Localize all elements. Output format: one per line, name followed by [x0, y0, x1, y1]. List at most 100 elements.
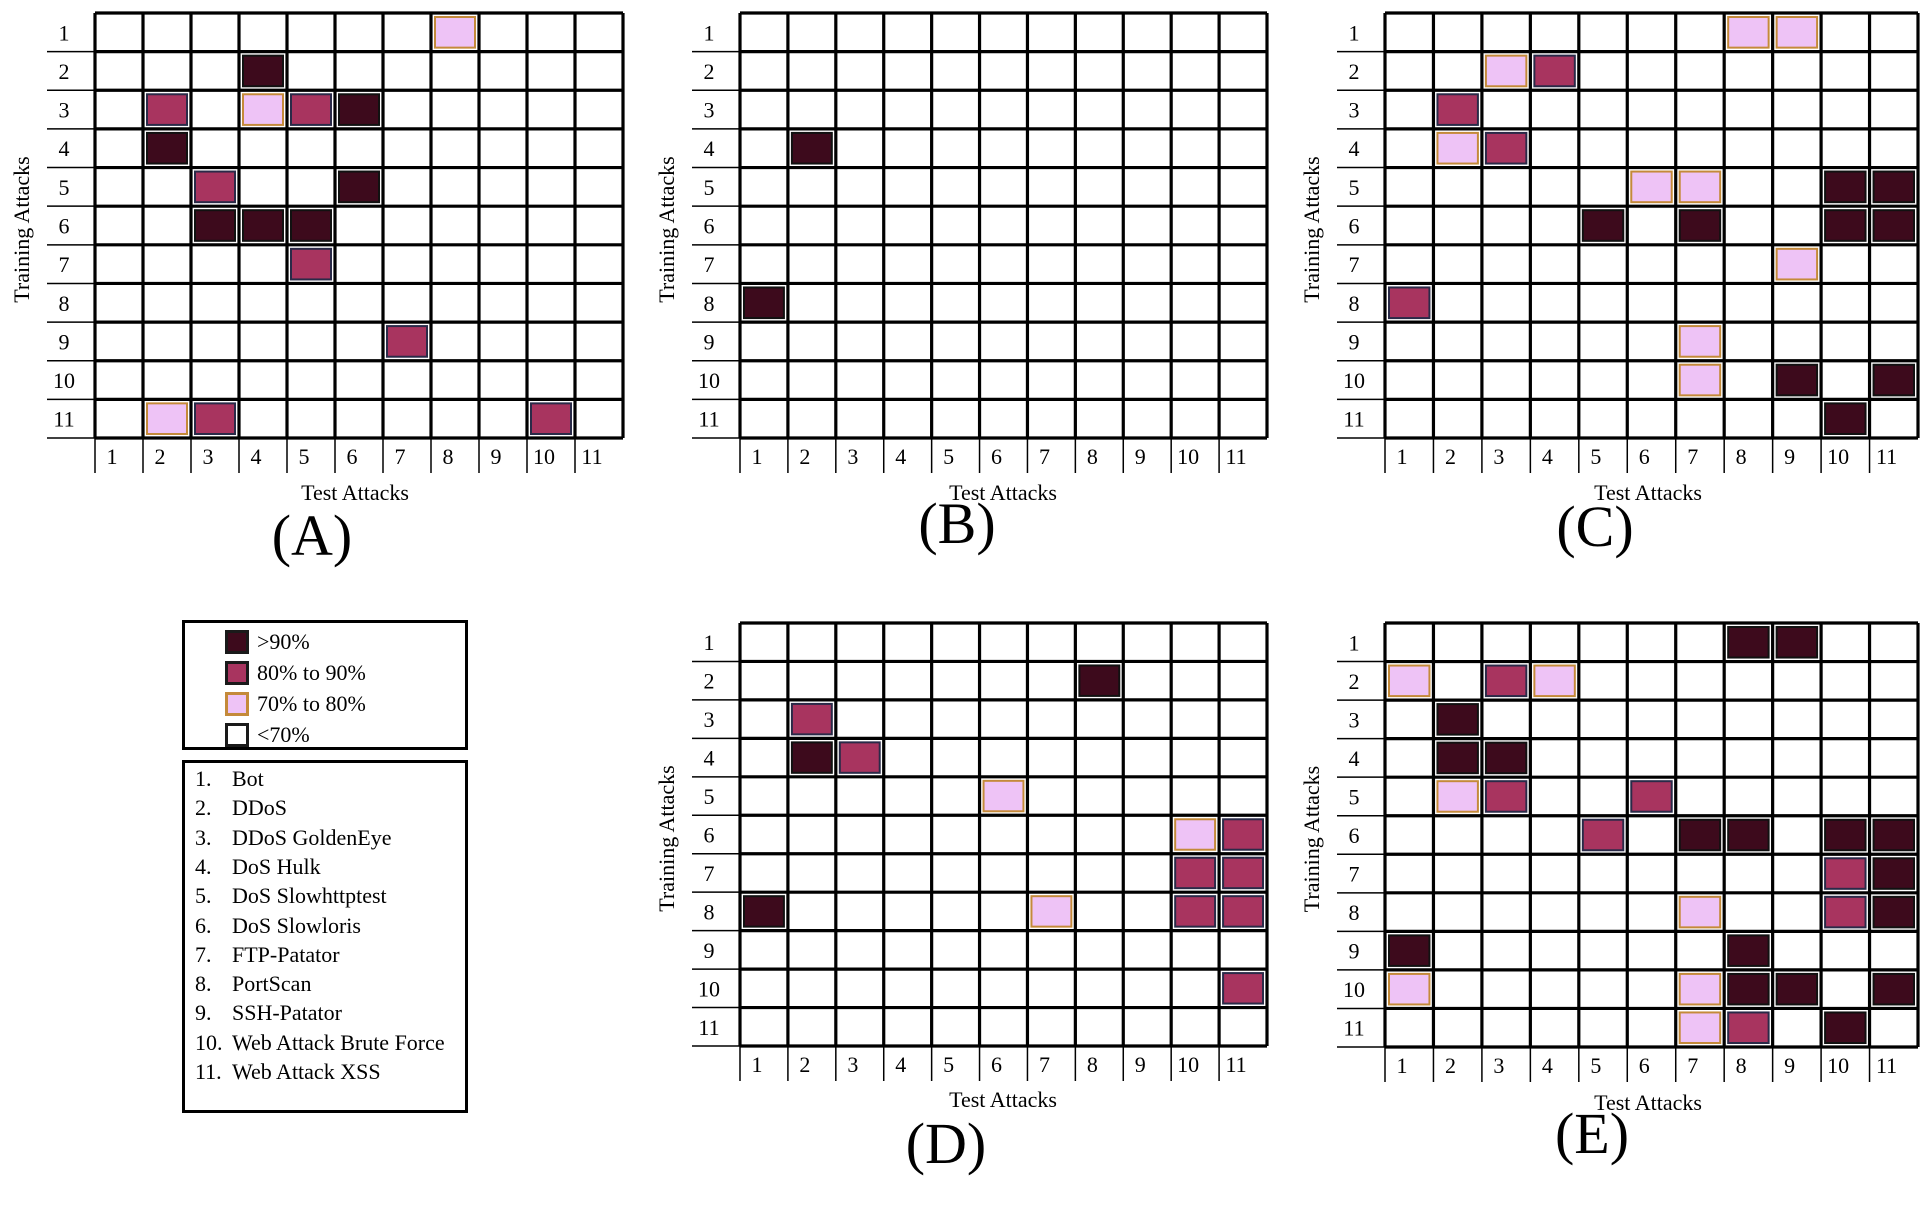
- x-tick-label: 1: [1397, 1053, 1408, 1078]
- heatmap-cell: [146, 131, 188, 165]
- heatmap-cell: [1872, 857, 1915, 890]
- attack-name: SSH-Patator: [232, 1000, 342, 1026]
- x-tick-label: 10: [1177, 1052, 1199, 1077]
- x-tick-label: 11: [1876, 444, 1897, 469]
- y-tick-label: 6: [704, 214, 715, 239]
- heatmap-cell: [1775, 972, 1819, 1006]
- heatmap-cell: [1872, 818, 1915, 852]
- y-tick-label: 11: [698, 407, 719, 432]
- heatmap-cell: [1174, 895, 1217, 928]
- x-tick-label: 6: [991, 444, 1002, 469]
- x-tick-label: 2: [155, 444, 166, 469]
- heatmap-cell: [1824, 170, 1867, 204]
- y-tick-label: 8: [59, 291, 70, 316]
- attack-number: 3.: [195, 824, 212, 850]
- attack-number: 10.: [195, 1029, 223, 1055]
- heatmap-cell: [1872, 363, 1915, 397]
- attack-number: 5.: [195, 883, 212, 909]
- heatmap-cell: [1872, 170, 1915, 204]
- attack-number: 11.: [195, 1059, 222, 1084]
- panel-label: (B): [918, 491, 995, 556]
- x-tick-label: 4: [251, 444, 262, 469]
- heatmap-cell: [1775, 247, 1819, 281]
- x-tick-label: 11: [581, 444, 602, 469]
- heatmap-cell: [1436, 703, 1479, 736]
- x-tick-label: 1: [752, 1052, 763, 1077]
- x-tick-label: 7: [395, 444, 406, 469]
- heatmap-cell: [1727, 934, 1770, 967]
- x-tick-label: 3: [847, 1052, 858, 1077]
- x-tick-label: 10: [1827, 1053, 1849, 1078]
- heatmap-cell: [1775, 626, 1819, 659]
- attack-name-item: 6. DoS Slowloris: [195, 913, 361, 939]
- heatmap-cell: [1484, 131, 1528, 165]
- heatmap-cell: [1174, 856, 1217, 890]
- heatmap-cell: [1222, 856, 1265, 890]
- x-tick-label: 11: [1876, 1053, 1897, 1078]
- heatmap-cell: [1824, 209, 1867, 242]
- heatmap-cell: [1388, 664, 1431, 698]
- legend-swatch: [225, 660, 249, 685]
- y-tick-label: 8: [1349, 900, 1360, 925]
- y-tick-label: 7: [704, 252, 715, 277]
- y-tick-label: 5: [704, 784, 715, 809]
- heatmap-cell: [1678, 895, 1722, 929]
- heatmap-cell: [242, 209, 284, 242]
- x-tick-label: 2: [1445, 444, 1456, 469]
- heatmap-cell: [1727, 626, 1770, 659]
- attack-name-item: 10. Web Attack Brute Force: [195, 1030, 445, 1056]
- x-tick-label: 6: [1639, 1053, 1650, 1078]
- attack-name-item: 4. DoS Hulk: [195, 854, 321, 880]
- heatmap-cell: [838, 741, 881, 774]
- heatmap-cell: [1872, 972, 1915, 1006]
- x-axis-label: Test Attacks: [301, 480, 409, 505]
- heatmap-cell: [1078, 664, 1121, 697]
- heatmap-cell: [1678, 170, 1722, 204]
- heatmap-cell: [1484, 780, 1528, 813]
- y-tick-label: 6: [1349, 214, 1360, 239]
- x-tick-label: 3: [1493, 444, 1504, 469]
- x-tick-label: 4: [1542, 1053, 1553, 1078]
- heatmap-cell: [1775, 16, 1819, 49]
- y-tick-label: 1: [704, 630, 715, 655]
- attack-number: 1.: [195, 766, 212, 791]
- x-axis-label: Test Attacks: [949, 480, 1057, 505]
- y-tick-label: 8: [1349, 291, 1360, 316]
- heatmap-cell: [1678, 209, 1722, 242]
- heatmap-cell: [1436, 93, 1479, 126]
- heatmap-cell: [1484, 741, 1528, 775]
- attack-name: DoS Slowloris: [232, 912, 361, 938]
- heatmap-cell: [1824, 402, 1867, 436]
- y-tick-label: 11: [1343, 407, 1364, 432]
- heatmap-cell: [338, 93, 380, 126]
- x-tick-label: 1: [107, 444, 118, 469]
- x-tick-label: 3: [203, 444, 214, 469]
- heatmap-cell: [1484, 54, 1528, 88]
- attack-name: Web Attack Brute Force: [232, 1029, 445, 1055]
- attack-number: 8.: [195, 971, 212, 997]
- y-tick-label: 10: [53, 368, 75, 393]
- x-tick-label: 5: [943, 1052, 954, 1077]
- heatmap-cell: [1388, 286, 1431, 320]
- attack-number: 2.: [195, 795, 212, 821]
- y-tick-label: 3: [59, 98, 70, 123]
- attack-name: Web Attack XSS: [232, 1059, 381, 1084]
- y-tick-label: 2: [704, 59, 715, 84]
- y-axis-label: Training Attacks: [654, 765, 679, 911]
- heatmap-cell: [982, 779, 1025, 813]
- heatmap-cell: [1775, 363, 1819, 397]
- attack-name: FTP-Patator: [232, 941, 340, 967]
- heatmap-cell: [1678, 363, 1722, 397]
- y-axis-label: Training Attacks: [654, 156, 679, 302]
- x-axis-label: Test Attacks: [1594, 1090, 1702, 1115]
- attack-number: 6.: [195, 912, 212, 938]
- x-tick-label: 9: [1784, 1053, 1795, 1078]
- x-tick-label: 3: [1493, 1053, 1504, 1078]
- y-tick-label: 5: [704, 175, 715, 200]
- heatmap-cell: [790, 131, 833, 165]
